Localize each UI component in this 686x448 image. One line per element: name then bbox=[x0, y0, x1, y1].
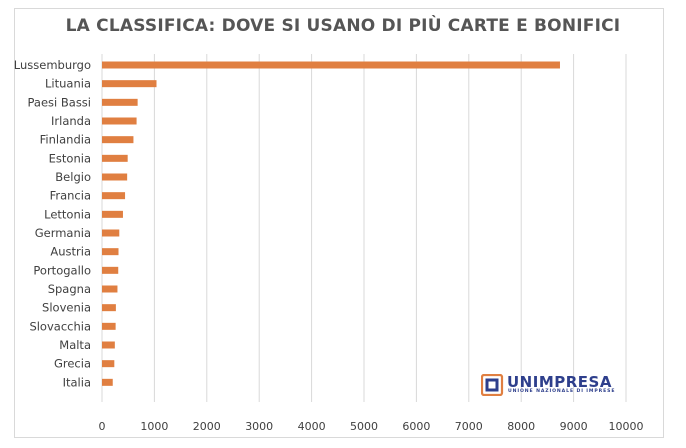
x-tick-label: 3000 bbox=[245, 420, 273, 433]
chart-title: LA CLASSIFICA: DOVE SI USANO DI PIÙ CART… bbox=[65, 16, 621, 36]
bar-belgio bbox=[102, 173, 128, 181]
x-tick-label: 0 bbox=[99, 420, 106, 433]
x-tick-label: 2000 bbox=[193, 420, 221, 433]
bar-malta bbox=[102, 341, 115, 349]
category-label: Lussemburgo bbox=[14, 58, 91, 72]
category-label: Slovacchia bbox=[29, 319, 91, 333]
category-label: Germania bbox=[35, 226, 91, 240]
unimpresa-logo: UNIMPRESA UNIONE NAZIONALE DI IMPRESE bbox=[481, 373, 621, 398]
category-label: Slovenia bbox=[42, 301, 91, 315]
x-tick-label: 1000 bbox=[140, 420, 168, 433]
bar-slovacchia bbox=[102, 322, 116, 330]
bar-germania bbox=[102, 229, 120, 237]
bar-finlandia bbox=[102, 136, 134, 144]
category-label: Estonia bbox=[49, 151, 91, 165]
category-label: Belgio bbox=[55, 170, 91, 184]
category-label: Francia bbox=[50, 189, 91, 203]
bar-portogallo bbox=[102, 266, 119, 274]
x-tick-label: 8000 bbox=[507, 420, 535, 433]
bar-paesi-bassi bbox=[102, 98, 138, 106]
bar-lituania bbox=[102, 80, 157, 88]
category-label: Lituania bbox=[45, 77, 91, 91]
unimpresa-logo-icon bbox=[481, 374, 504, 396]
logo-name: UNIMPRESA bbox=[507, 373, 612, 391]
category-label: Grecia bbox=[54, 357, 91, 371]
bar-lettonia bbox=[102, 210, 123, 218]
category-label: Lettonia bbox=[44, 207, 91, 221]
bar-lussemburgo bbox=[102, 61, 560, 69]
category-label: Italia bbox=[63, 375, 91, 389]
category-label: Malta bbox=[59, 338, 91, 352]
category-label: Finlandia bbox=[40, 133, 91, 147]
x-tick-label: 9000 bbox=[560, 420, 588, 433]
chart-frame bbox=[14, 8, 664, 438]
bar-francia bbox=[102, 192, 126, 200]
logo-subtitle: UNIONE NAZIONALE DI IMPRESE bbox=[508, 389, 616, 394]
bar-spagna bbox=[102, 285, 118, 293]
category-label: Spagna bbox=[48, 282, 91, 296]
category-label: Irlanda bbox=[51, 114, 91, 128]
bar-estonia bbox=[102, 154, 128, 162]
x-tick-label: 10000 bbox=[609, 420, 644, 433]
x-tick-label: 6000 bbox=[402, 420, 430, 433]
category-label: Paesi Bassi bbox=[28, 95, 92, 109]
bar-irlanda bbox=[102, 117, 137, 125]
bar-austria bbox=[102, 248, 119, 256]
bar-grecia bbox=[102, 360, 115, 368]
x-tick-label: 4000 bbox=[298, 420, 326, 433]
x-tick-label: 5000 bbox=[350, 420, 378, 433]
bar-italia bbox=[102, 378, 113, 386]
x-tick-label: 7000 bbox=[455, 420, 483, 433]
bar-slovenia bbox=[102, 304, 116, 312]
category-label: Portogallo bbox=[33, 263, 91, 277]
category-label: Austria bbox=[50, 245, 91, 259]
